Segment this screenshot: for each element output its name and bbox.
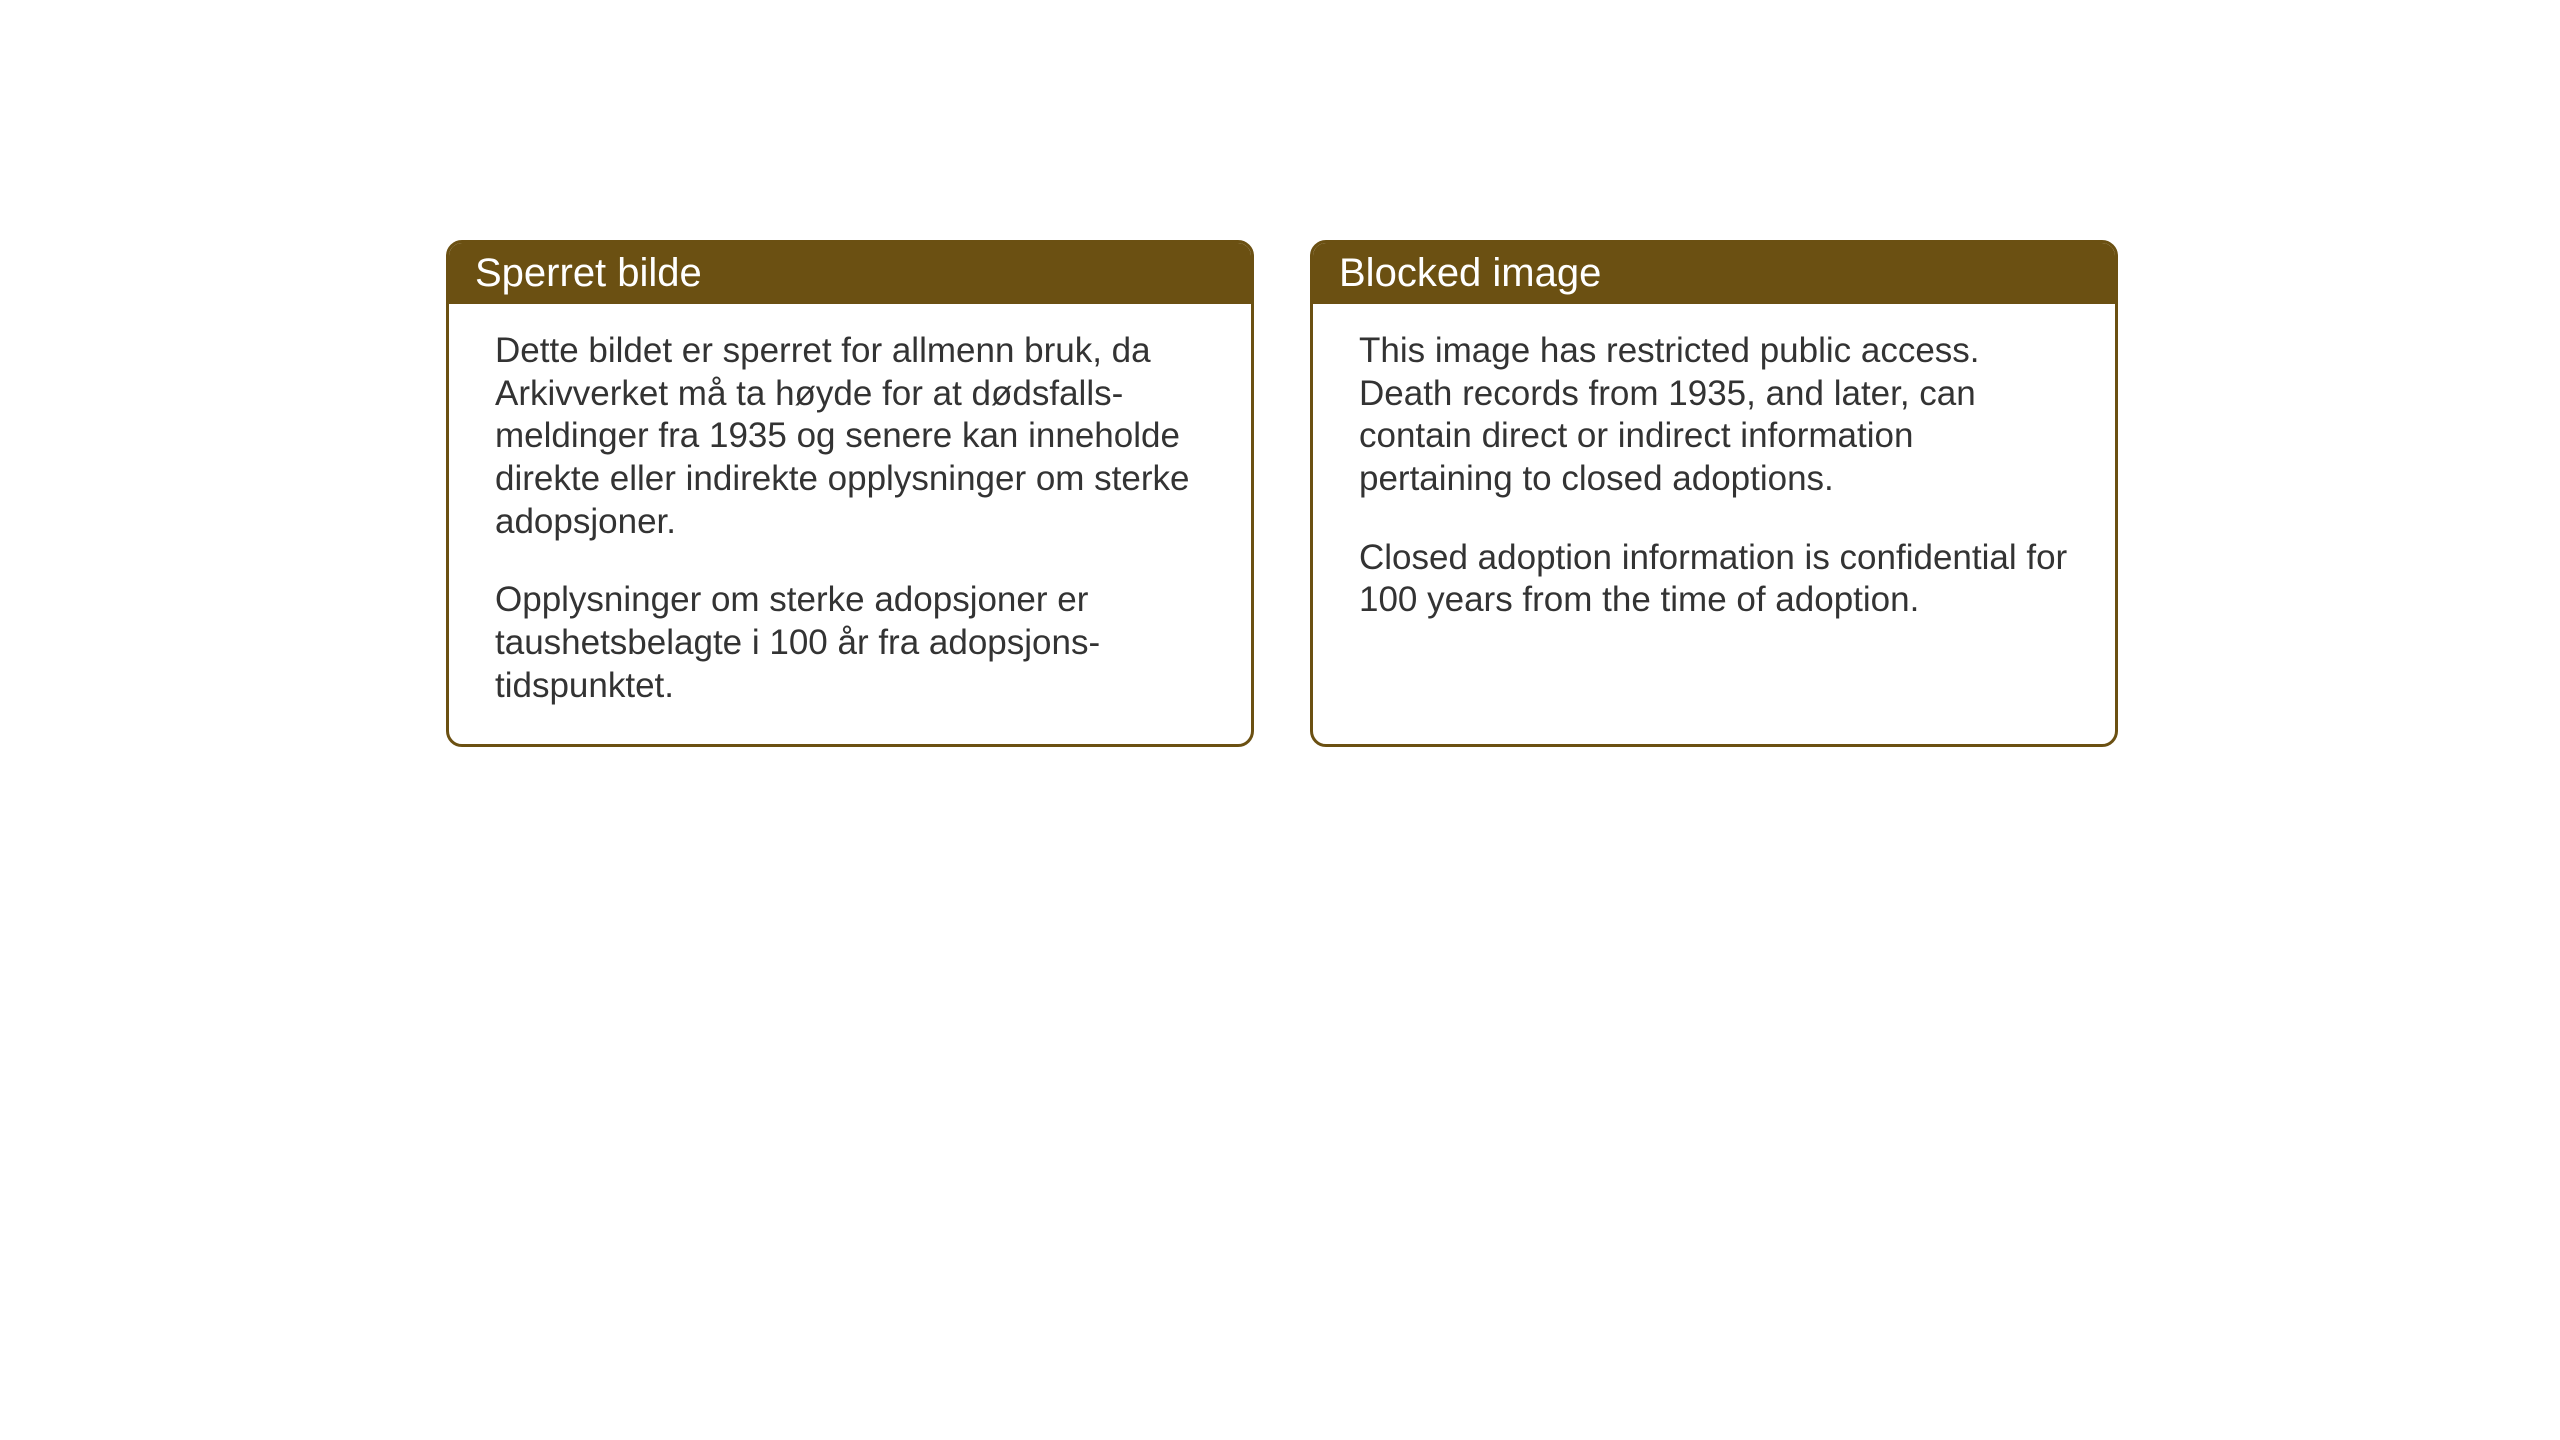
norwegian-card-body: Dette bildet er sperret for allmenn bruk… [449, 304, 1251, 744]
english-card-title: Blocked image [1339, 251, 1601, 295]
english-paragraph-1: This image has restricted public access.… [1359, 330, 2069, 501]
norwegian-card-header: Sperret bilde [449, 243, 1251, 304]
norwegian-card-title: Sperret bilde [475, 251, 702, 295]
english-notice-card: Blocked image This image has restricted … [1310, 240, 2118, 747]
norwegian-notice-card: Sperret bilde Dette bildet er sperret fo… [446, 240, 1254, 747]
english-card-header: Blocked image [1313, 243, 2115, 304]
notice-cards-container: Sperret bilde Dette bildet er sperret fo… [446, 240, 2118, 747]
norwegian-paragraph-2: Opplysninger om sterke adopsjoner er tau… [495, 579, 1205, 707]
english-paragraph-2: Closed adoption information is confident… [1359, 537, 2069, 622]
norwegian-paragraph-1: Dette bildet er sperret for allmenn bruk… [495, 330, 1205, 543]
english-card-body: This image has restricted public access.… [1313, 304, 2115, 710]
